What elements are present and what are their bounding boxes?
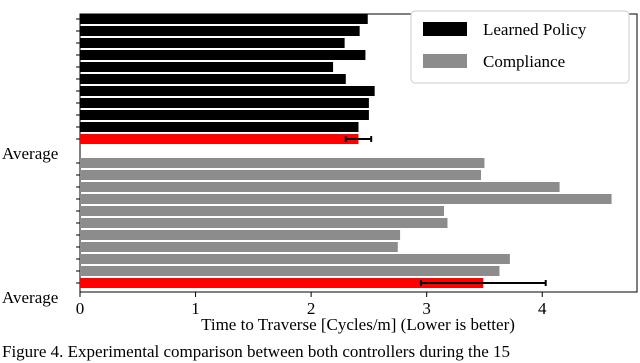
legend-label: Compliance <box>483 52 565 71</box>
bar <box>80 86 375 96</box>
bar <box>80 206 445 216</box>
x-tick-label: 1 <box>191 299 200 318</box>
bar <box>80 254 510 264</box>
bar <box>80 242 398 252</box>
y-tick-label: Average <box>2 288 58 307</box>
bar <box>80 230 401 240</box>
bar <box>80 170 481 180</box>
bar <box>80 14 368 24</box>
caption: Figure 4. Experimental comparison betwee… <box>2 342 510 361</box>
legend-swatch <box>423 22 467 36</box>
x-tick-label: 0 <box>76 299 85 318</box>
bar <box>80 122 359 132</box>
bar <box>80 158 485 168</box>
bar <box>80 38 345 48</box>
bar <box>80 98 369 108</box>
legend-swatch <box>423 54 467 68</box>
legend-label: Learned Policy <box>483 20 587 39</box>
bar <box>80 218 448 228</box>
average-bar <box>80 134 359 144</box>
bar <box>80 50 366 60</box>
average-bar <box>80 278 484 288</box>
bar <box>80 194 612 204</box>
bar <box>80 74 346 84</box>
x-tick-label: 3 <box>422 299 431 318</box>
bar <box>80 182 560 192</box>
bar <box>80 266 500 276</box>
y-tick-label: Average <box>2 144 58 163</box>
x-tick-label: 2 <box>307 299 316 318</box>
bar <box>80 62 334 72</box>
bar <box>80 110 369 120</box>
bar <box>80 26 360 36</box>
x-axis-label: Time to Traverse [Cycles/m] (Lower is be… <box>201 315 515 334</box>
x-tick-label: 4 <box>538 299 547 318</box>
